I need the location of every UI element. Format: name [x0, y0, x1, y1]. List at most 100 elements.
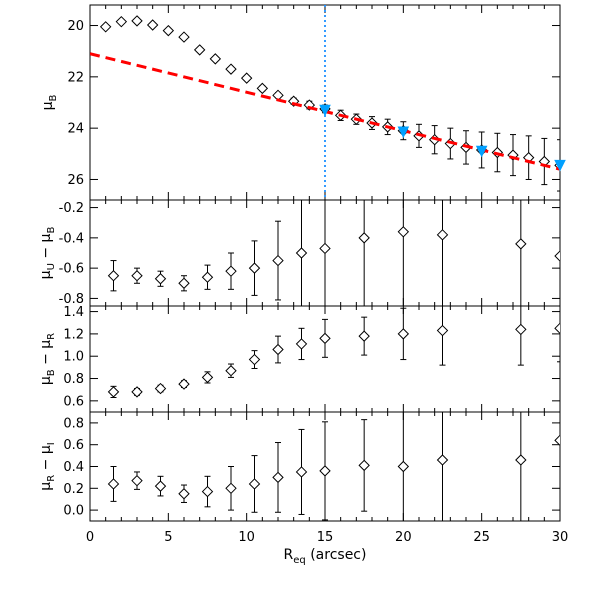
diamond-point [154, 382, 167, 395]
ylabel-a: μ [38, 376, 54, 385]
y-tick-label: -0.4 [59, 231, 84, 246]
triangle-point [554, 159, 566, 172]
diamond-point [225, 265, 237, 277]
ylabel-a-sub: B [46, 369, 57, 376]
y-tick-label: 0.8 [63, 416, 84, 431]
x-tick-label: 30 [552, 530, 569, 545]
diamond-point [193, 44, 206, 56]
diamond-point [131, 15, 143, 27]
ylabel-b-sub: R [46, 333, 57, 340]
diamond-point [225, 365, 237, 377]
diamond-point [201, 485, 214, 498]
panel-1: 20 22 24 26 μB [40, 4, 566, 201]
diamond-point [178, 277, 190, 289]
diamond-point [107, 270, 120, 282]
diamond-point [240, 72, 253, 84]
y-tick-label: 0.0 [63, 504, 84, 519]
ylabel-a-sub: U [46, 263, 57, 270]
diamond-point [99, 21, 112, 33]
diamond-point [201, 271, 214, 283]
diamond-point [319, 332, 331, 345]
diamond-point [295, 466, 308, 478]
diamond-point [178, 378, 190, 390]
xlabel-unit: (arcsec) [306, 547, 367, 563]
diamond-point [107, 478, 120, 490]
x-tick-label: 10 [238, 530, 255, 545]
diamond-point [131, 474, 143, 487]
triangle-point [319, 104, 331, 117]
diamond-point [131, 270, 143, 282]
diamond-point [515, 454, 527, 466]
diamond-point [554, 250, 560, 262]
diamond-point [256, 82, 269, 95]
diamond-point [248, 478, 261, 490]
x-axis-label: Req (arcsec) [284, 547, 367, 566]
data-layer [90, 5, 560, 200]
diamond-point [154, 273, 167, 285]
xlabel-sub: eq [293, 555, 306, 566]
ylabel-b: − μ [38, 233, 54, 263]
diamond-point [319, 242, 331, 255]
diamond-point [225, 63, 237, 75]
y-tick-label: 1.0 [63, 350, 84, 365]
diamond-point [397, 226, 410, 238]
diamond-point [358, 232, 370, 244]
y-tick-label: 0.6 [63, 394, 84, 409]
x-tick-label: 20 [395, 530, 412, 545]
ylabel-b: − μ [38, 340, 54, 370]
ylabel-a-sub: R [46, 475, 57, 482]
y-tick-label: 0.6 [63, 438, 84, 453]
diamond-point [358, 330, 370, 342]
y-axis-label: μB [40, 94, 59, 110]
ylabel-b: − μ [38, 445, 54, 475]
x-tick-label: 5 [164, 530, 172, 545]
panel-3: 0.6 0.8 1.0 1.2 1.4 μB − μR [38, 305, 561, 413]
y-tick-label: 0.4 [63, 460, 84, 475]
diamond-point [131, 386, 143, 398]
y-tick-label: 20 [67, 19, 84, 34]
diamond-point [115, 15, 128, 28]
diamond-point [397, 460, 410, 473]
diamond-point [515, 323, 527, 336]
diamond-point [162, 24, 175, 37]
diamond-point [295, 247, 308, 259]
data-layer [107, 306, 560, 398]
diamond-point [272, 471, 284, 484]
xlabel-base: R [284, 547, 294, 563]
diamond-point [248, 262, 261, 274]
y-tick-label: 1.2 [63, 327, 84, 342]
y-axis-label: μU − μB [38, 227, 57, 280]
diamond-point [272, 254, 284, 267]
ylabel-a: μ [38, 482, 54, 491]
x-tick-label: 15 [317, 530, 334, 545]
diamond-point [146, 19, 159, 31]
y-tick-label: -0.2 [59, 201, 84, 216]
diamond-point [225, 482, 237, 495]
y-tick-label: 24 [67, 122, 84, 137]
diamond-point [436, 324, 449, 337]
diamond-point [201, 371, 214, 384]
ylabel-base: μ [40, 101, 56, 110]
y-tick-label: -0.6 [59, 262, 84, 277]
ylabel-sub: B [48, 94, 59, 101]
y-tick-label: 1.4 [63, 305, 84, 320]
diamond-point [554, 434, 560, 447]
diamond-point [554, 322, 560, 335]
y-axis-label: μR − μI [38, 442, 57, 490]
diamond-point [436, 454, 449, 466]
diamond-point [319, 465, 331, 477]
diamond-point [397, 328, 410, 340]
data-layer [107, 412, 560, 521]
y-tick-label: 26 [67, 173, 84, 188]
y-axis-label: μB − μR [38, 333, 57, 385]
y-tick-label: 22 [67, 70, 84, 85]
x-tick-label: 0 [86, 530, 94, 545]
ylabel-b-sub: B [46, 227, 57, 234]
diamond-point [272, 343, 284, 356]
ylabel-b-sub: I [46, 442, 57, 445]
diamond-point [295, 338, 308, 350]
x-tick-label: 25 [473, 530, 490, 545]
diamond-point [178, 31, 190, 43]
